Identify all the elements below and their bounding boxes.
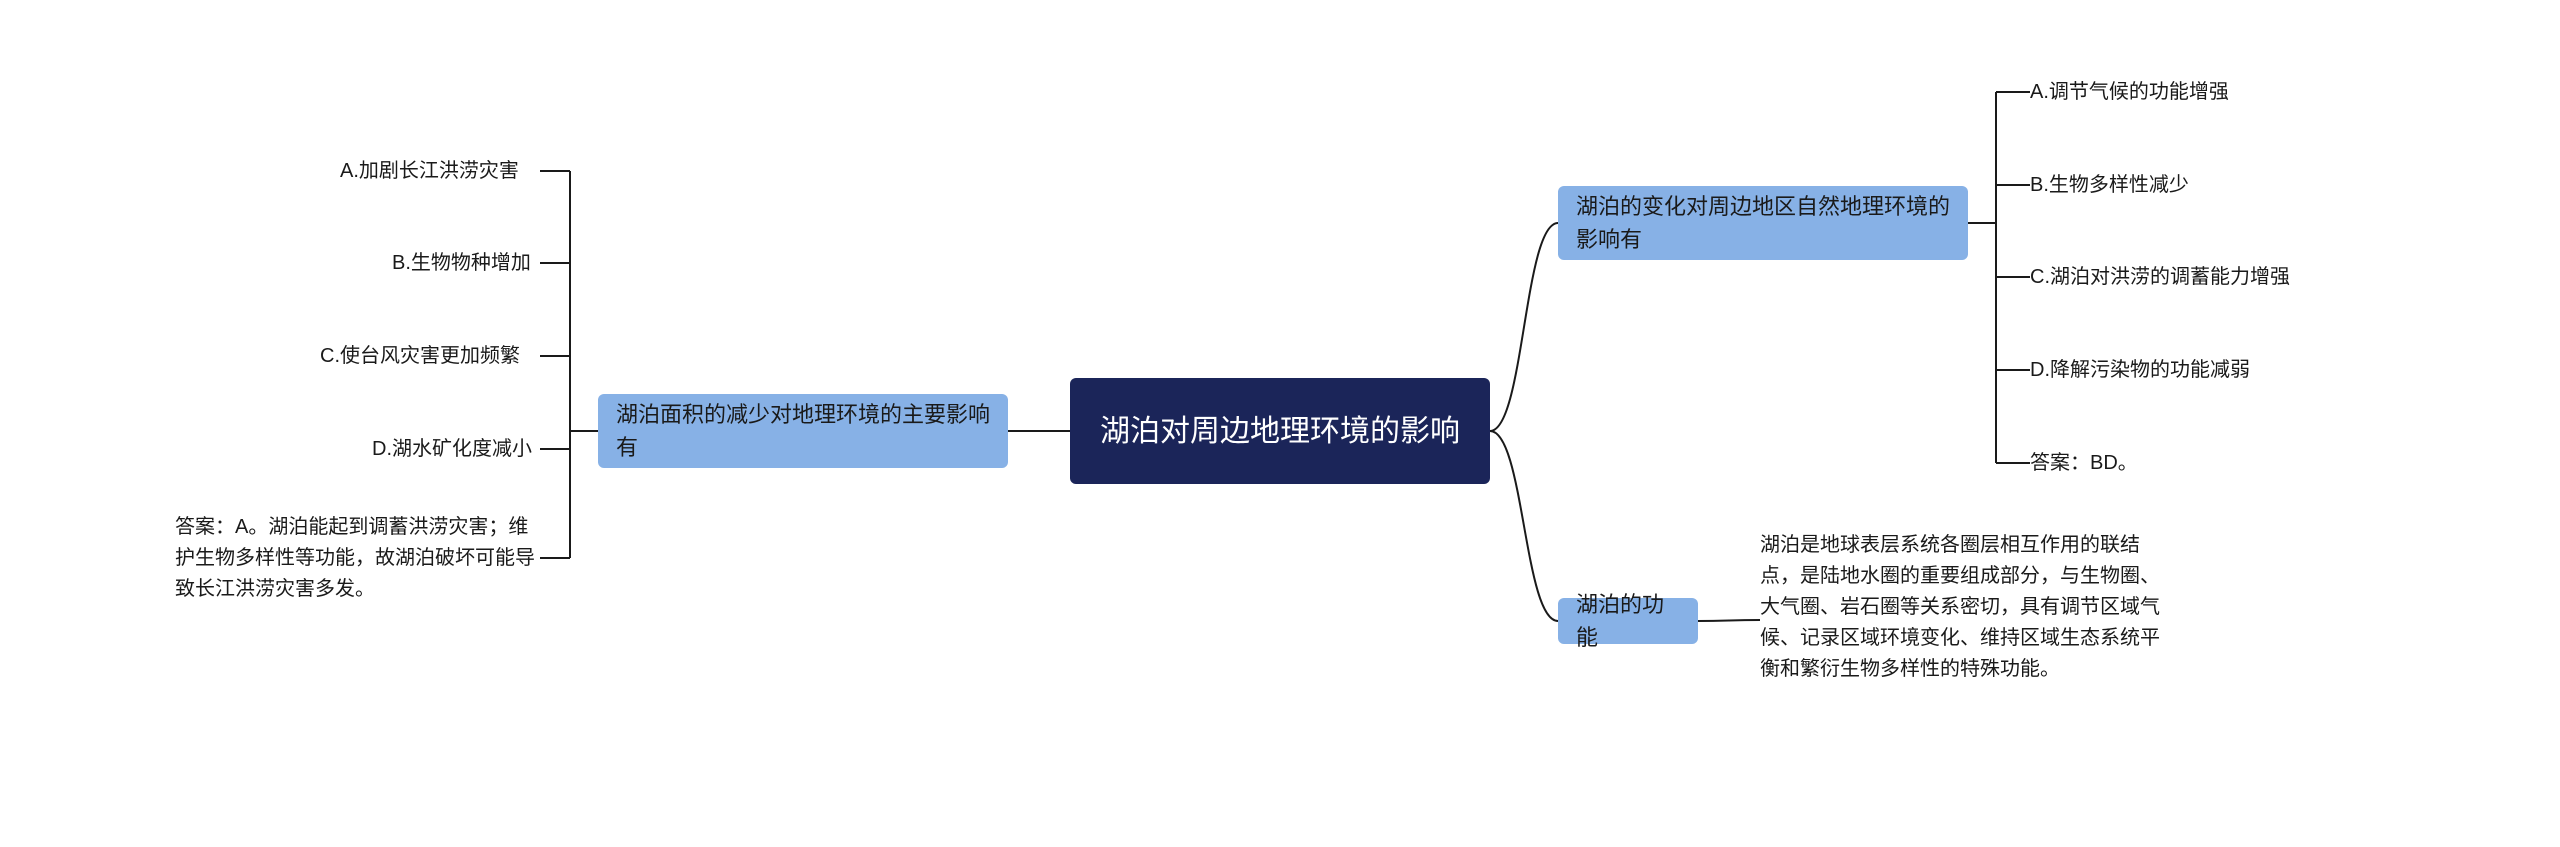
root-label: 湖泊对周边地理环境的影响 [1100, 409, 1460, 454]
left-leaf-3: D.湖水矿化度减小 [372, 434, 540, 465]
right-0-leaf-3: D.降解污染物的功能减弱 [2030, 355, 2250, 386]
left-leaf-3-label: D.湖水矿化度减小 [372, 434, 532, 465]
left-leaf-2: C.使台风灾害更加频繁 [320, 341, 540, 372]
left-leaf-2-label: C.使台风灾害更加频繁 [320, 341, 520, 372]
right-branch-0-node: 湖泊的变化对周边地区自然地理环境的影响有 [1558, 186, 1968, 260]
right-0-leaf-1-label: B.生物多样性减少 [2030, 170, 2189, 201]
right-0-leaf-2-label: C.湖泊对洪涝的调蓄能力增强 [2030, 262, 2290, 293]
right-0-leaf-4: 答案：BD。 [2030, 448, 2138, 479]
left-leaf-1-label: B.生物物种增加 [392, 248, 531, 279]
right-branch-1-label: 湖泊的功能 [1576, 588, 1680, 654]
right-branch-0-label: 湖泊的变化对周边地区自然地理环境的影响有 [1576, 190, 1950, 256]
left-branch-label: 湖泊面积的减少对地理环境的主要影响有 [616, 398, 990, 464]
right-0-leaf-3-label: D.降解污染物的功能减弱 [2030, 355, 2250, 386]
right-0-leaf-2: C.湖泊对洪涝的调蓄能力增强 [2030, 262, 2290, 293]
right-0-leaf-4-label: 答案：BD。 [2030, 448, 2138, 479]
right-1-leaf-0: 湖泊是地球表层系统各圈层相互作用的联结点，是陆地水圈的重要组成部分，与生物圈、大… [1760, 530, 2170, 685]
root-node: 湖泊对周边地理环境的影响 [1070, 378, 1490, 484]
left-leaf-0: A.加剧长江洪涝灾害 [340, 156, 540, 187]
right-1-leaf-0-label: 湖泊是地球表层系统各圈层相互作用的联结点，是陆地水圈的重要组成部分，与生物圈、大… [1760, 530, 2170, 685]
left-leaf-4-label: 答案：A。湖泊能起到调蓄洪涝灾害；维护生物多样性等功能，故湖泊破坏可能导致长江洪… [175, 512, 540, 605]
left-leaf-0-label: A.加剧长江洪涝灾害 [340, 156, 519, 187]
right-0-leaf-0-label: A.调节气候的功能增强 [2030, 77, 2229, 108]
right-0-leaf-1: B.生物多样性减少 [2030, 170, 2189, 201]
left-branch-node: 湖泊面积的减少对地理环境的主要影响有 [598, 394, 1008, 468]
left-leaf-4: 答案：A。湖泊能起到调蓄洪涝灾害；维护生物多样性等功能，故湖泊破坏可能导致长江洪… [175, 512, 540, 605]
right-branch-1-node: 湖泊的功能 [1558, 598, 1698, 644]
left-leaf-1: B.生物物种增加 [392, 248, 540, 279]
right-0-leaf-0: A.调节气候的功能增强 [2030, 77, 2229, 108]
